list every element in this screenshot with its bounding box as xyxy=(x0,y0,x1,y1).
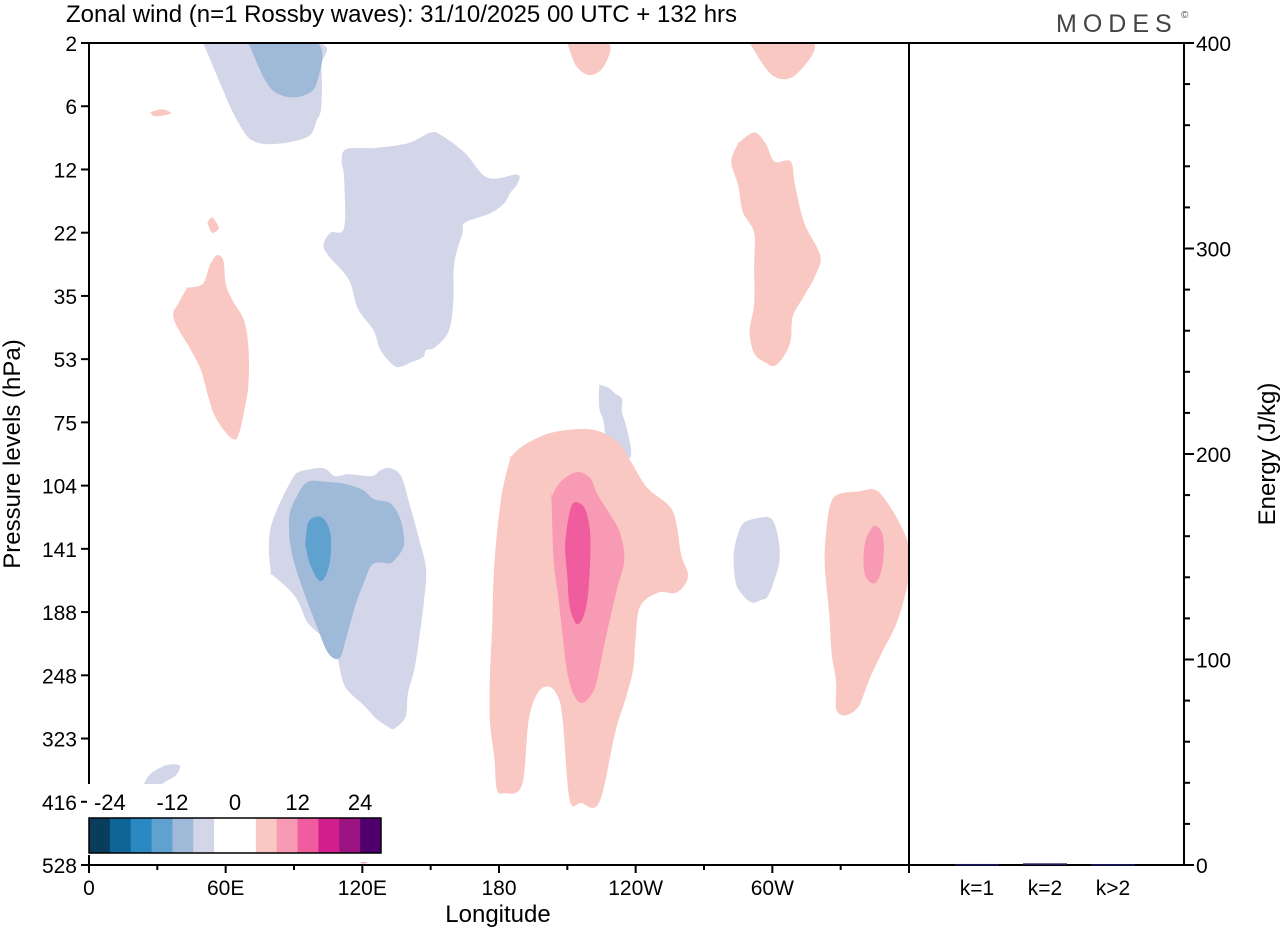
colorbar-tick-label: -12 xyxy=(157,790,189,815)
energy-bar-label: k=2 xyxy=(1028,877,1062,900)
contour-top-right-positive-2 xyxy=(749,43,815,80)
contour-lower-right-positive xyxy=(824,489,909,716)
x-axis-label: Longitude xyxy=(445,901,550,928)
y-tick-label: 104 xyxy=(42,476,77,499)
energy-axis: 0 100 200 300 400 xyxy=(1184,33,1231,878)
colorbar-swatch xyxy=(172,818,194,853)
colorbar-swatch xyxy=(360,818,382,853)
energy-tick-label: 400 xyxy=(1196,33,1231,56)
colorbar-swatch xyxy=(89,818,111,853)
energy-bar-k=2 xyxy=(1023,863,1067,865)
colorbar-frame xyxy=(88,817,382,854)
colorbar-tick-label: 0 xyxy=(229,790,241,815)
energy-bar-label: k=1 xyxy=(960,877,994,900)
longitude-axis: 0 60E 120E 180 120W 60W xyxy=(83,865,910,900)
colorbar-swatch xyxy=(109,818,132,853)
colorbar-swatch xyxy=(151,818,173,853)
contour-lower-right-inner xyxy=(863,525,884,584)
y-tick-label: 2 xyxy=(65,33,77,56)
energy-tick-label: 200 xyxy=(1196,444,1231,467)
colorbar-swatch xyxy=(214,818,236,853)
colorbar-tick-label: 12 xyxy=(285,790,309,815)
colorbar-swatch xyxy=(339,818,361,853)
energy-bar-k=1 xyxy=(955,863,999,866)
colorbar-swatch xyxy=(297,818,319,853)
contour-stratosphere-negative-core xyxy=(323,131,520,368)
contour-upper-left-positive xyxy=(173,255,249,440)
colorbar-tick-label: 24 xyxy=(348,790,372,815)
brand-mark: © xyxy=(1181,10,1189,21)
y-tick-label: 416 xyxy=(42,792,77,815)
contour-bottom-speck xyxy=(359,861,367,864)
y-tick-label: 528 xyxy=(42,855,77,878)
pressure-axis: 2 6 12 22 35 53 75 104 141 188 248 323 416 528 xyxy=(42,33,89,878)
x-tick-label: 120W xyxy=(608,877,663,900)
colorbar: -24 -12 0 12 24 xyxy=(87,784,383,855)
energy-bar-label: k>2 xyxy=(1096,877,1130,900)
contour-lower-central-core xyxy=(565,502,591,625)
brand-logo: MODES xyxy=(1056,10,1178,38)
colorbar-swatch xyxy=(130,818,153,853)
colorbar-swatch xyxy=(318,818,340,853)
y-axis-label: Pressure levels (hPa) xyxy=(0,339,26,568)
y-tick-label: 6 xyxy=(65,96,77,119)
y-tick-label: 22 xyxy=(54,223,77,246)
y-tick-label: 188 xyxy=(42,602,77,625)
contour-lower-negative-core xyxy=(304,516,332,582)
y-tick-label: 323 xyxy=(42,729,77,752)
x-tick-label: 120E xyxy=(338,877,387,900)
energy-tick-label: 0 xyxy=(1196,855,1208,878)
x-tick-label: 180 xyxy=(481,877,516,900)
colorbar-tick-label: -24 xyxy=(94,790,126,815)
colorbar-swatch xyxy=(276,818,299,853)
y-tick-label: 248 xyxy=(42,665,77,688)
y-tick-label: 12 xyxy=(54,159,77,182)
energy-tick-label: 300 xyxy=(1196,239,1231,262)
plot-frame xyxy=(88,42,1185,866)
contour-speck-left-2 xyxy=(206,217,219,233)
energy-bar-k>2 xyxy=(1091,864,1135,866)
y-tick-label: 75 xyxy=(54,412,77,435)
y-tick-label: 35 xyxy=(54,286,77,309)
x-tick-label: 60E xyxy=(207,877,244,900)
contour-top-right-positive xyxy=(567,43,611,76)
contour-layer xyxy=(143,43,909,864)
energy-bars: k=1 k=2 k>2 xyxy=(955,863,1135,900)
x-tick-label: 0 xyxy=(83,877,95,900)
contour-upper-right-positive xyxy=(731,132,821,367)
colorbar-swatch xyxy=(255,818,278,853)
colorbar-swatch xyxy=(235,818,257,853)
contour-top-left-negative-inner xyxy=(248,43,323,98)
energy-axis-label: Energy (J/kg) xyxy=(1254,383,1280,526)
energy-tick-label: 100 xyxy=(1196,650,1231,673)
x-tick-label: 60W xyxy=(751,877,794,900)
y-tick-label: 53 xyxy=(54,349,77,372)
y-tick-label: 141 xyxy=(42,539,77,562)
contour-small-negative-east xyxy=(733,516,780,603)
chart-title: Zonal wind (n=1 Rossby waves): 31/10/202… xyxy=(66,1,737,28)
colorbar-swatch xyxy=(193,818,215,853)
contour-speck-left xyxy=(149,109,172,117)
